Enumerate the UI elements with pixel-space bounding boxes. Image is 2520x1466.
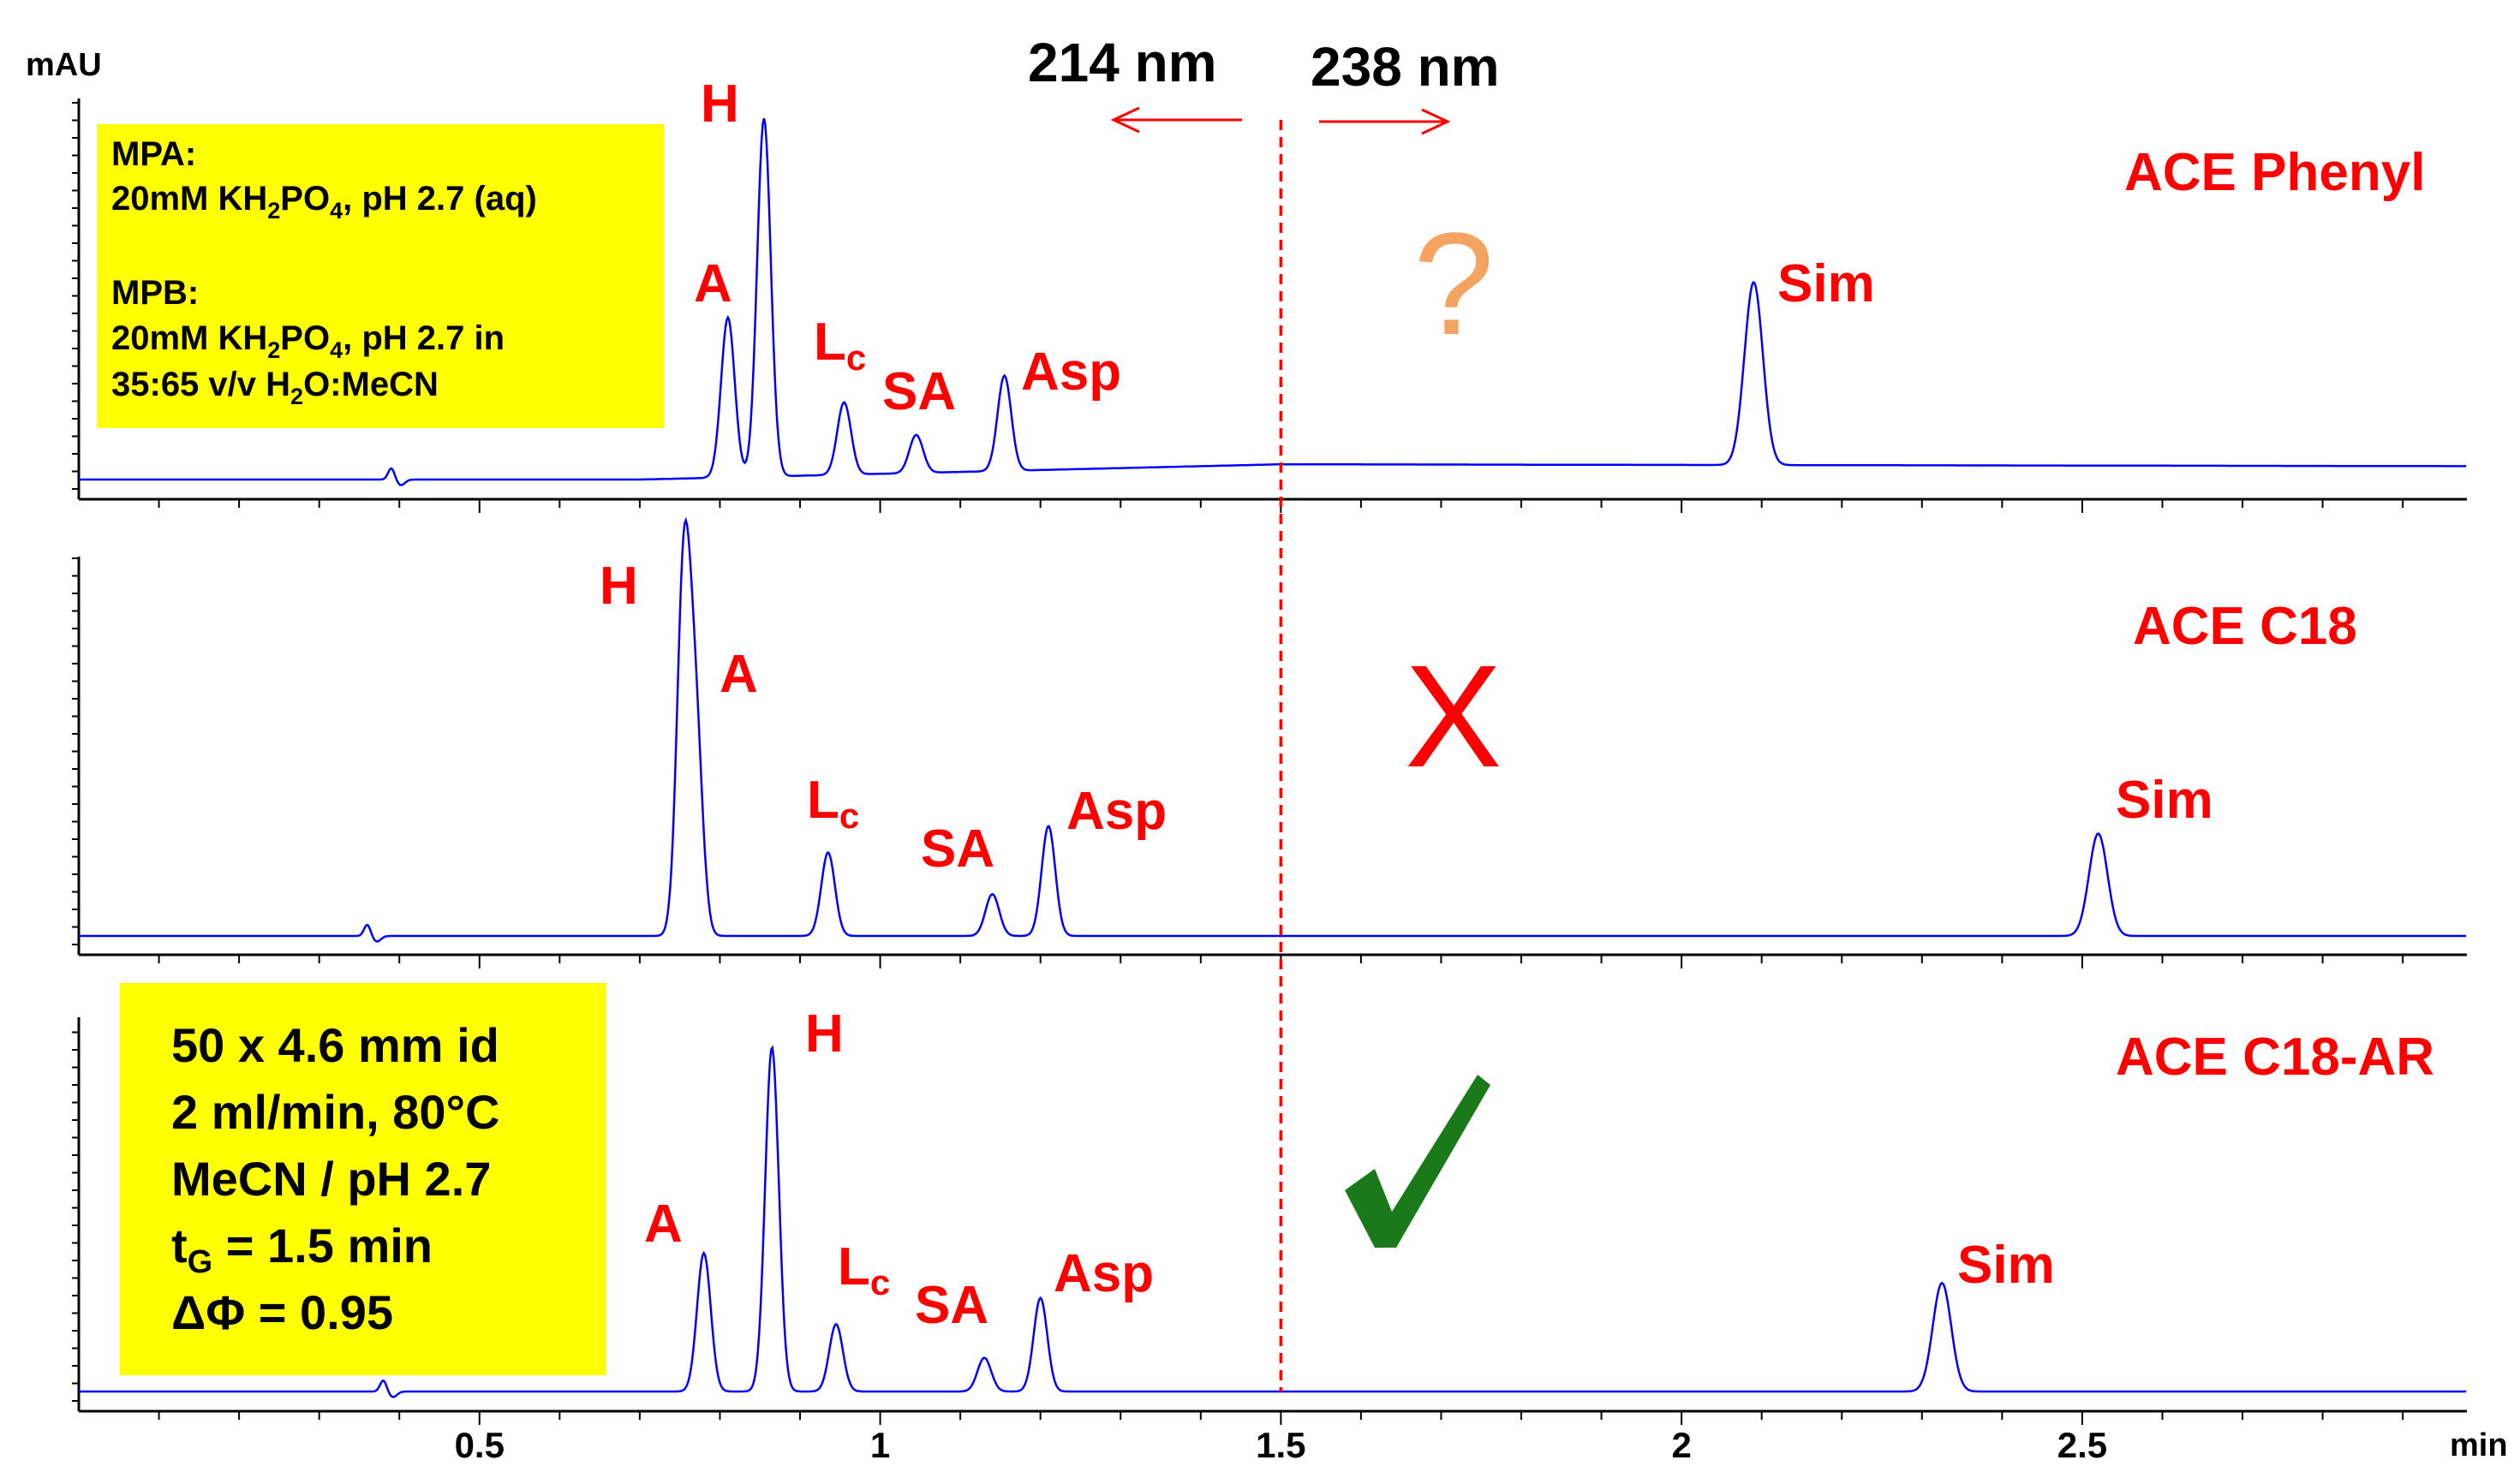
verdict-x-mark: X (1405, 635, 1502, 798)
panel-1: A H Lc SA Asp Sim ACE Phenyl? (72, 74, 2467, 513)
peak-label-asp: Asp (1021, 343, 1121, 402)
column-name-label: ACE C18-AR (2116, 1028, 2434, 1087)
wavelength-left-label: 214 nm (1028, 32, 1217, 93)
peak-label-lc: Lc (807, 771, 859, 836)
peak-label-sa: SA (882, 362, 956, 421)
x-tick-label: 0.5 (455, 1425, 505, 1465)
peak-label-sim: Sim (2116, 771, 2213, 830)
wavelength-left-arrow (1110, 106, 1242, 134)
conditions-mobile-phase: MeCN / pH 2.7 (171, 1152, 491, 1206)
conditions-column-dimensions: 50 x 4.6 mm id (171, 1018, 499, 1072)
peak-label-lc: Lc (814, 313, 866, 378)
mobile-phase-box: MPA: 20mM KH2PO4, pH 2.7 (aq) MPB: 20mM … (97, 124, 664, 428)
mpa-composition: 20mM KH2PO4, pH 2.7 (aq) (111, 180, 537, 223)
conditions-box: 50 x 4.6 mm id 2 ml/min, 80°C MeCN / pH … (120, 983, 606, 1375)
y-axis-unit: mAU (26, 47, 102, 83)
peak-label-a: A (644, 1195, 683, 1254)
chromatogram-trace (79, 1045, 2467, 1398)
mpb-composition: 20mM KH2PO4, pH 2.7 in (111, 319, 505, 363)
wavelength-right-arrow (1319, 108, 1451, 135)
peak-label-sa: SA (921, 819, 994, 879)
column-name-label: ACE Phenyl (2124, 143, 2425, 202)
peak-label-h: H (600, 557, 638, 616)
mobile-phase-box-bg (97, 124, 664, 428)
peak-label-h: H (701, 74, 739, 134)
peak-label-asp: Asp (1054, 1244, 1154, 1303)
conditions-gradient-time: tG = 1.5 min (171, 1219, 433, 1280)
conditions-delta-phi: ΔΦ = 0.95 (171, 1285, 393, 1339)
peak-label-h: H (805, 1004, 844, 1064)
x-axis-ticks (158, 1411, 2404, 1425)
mpb-solvent-ratio: 35:65 v/v H2O:MeCN (111, 366, 439, 409)
peak-label-asp: Asp (1066, 782, 1167, 841)
y-axis-ticks (72, 1031, 79, 1402)
x-tick-label: 2 (1671, 1425, 1691, 1465)
peak-label-lc: Lc (838, 1237, 890, 1302)
x-axis-tick-labels: 0.5 1 1.5 2 2.5 (455, 1425, 2108, 1465)
mpb-label: MPB: (111, 274, 199, 312)
panels: A H Lc SA Asp Sim ACE Phenyl? H A Lc SA Asp Sim ACE C… (72, 74, 2467, 1425)
x-axis-ticks (158, 499, 2404, 513)
x-axis-unit: min (2450, 1427, 2508, 1463)
peak-label-sim: Sim (1777, 254, 1875, 313)
y-axis-ticks (72, 557, 79, 945)
chromatogram-trace (79, 516, 2467, 943)
verdict-question-mark: ? (1413, 203, 1495, 366)
chromatogram-trace (79, 118, 2467, 486)
conditions-box-bg (120, 983, 606, 1375)
column-name-label: ACE C18 (2133, 597, 2357, 656)
x-tick-label: 1 (870, 1425, 890, 1465)
x-axis-ticks (158, 955, 2404, 968)
peak-label-a: A (694, 254, 732, 313)
x-tick-label: 1.5 (1256, 1425, 1305, 1465)
conditions-flow-temperature: 2 ml/min, 80°C (171, 1085, 499, 1139)
wavelength-right-label: 238 nm (1311, 36, 1500, 98)
peak-label-sa: SA (915, 1276, 988, 1335)
mpa-label: MPA: (111, 135, 196, 173)
panel-2: H A Lc SA Asp Sim ACE C18 X (72, 516, 2467, 968)
y-axis-ticks (72, 102, 79, 490)
verdict-checkmark-icon (1345, 1075, 1490, 1248)
peak-label-sim: Sim (1957, 1236, 2055, 1295)
x-tick-label: 2.5 (2057, 1425, 2107, 1465)
peak-label-a: A (720, 645, 758, 704)
